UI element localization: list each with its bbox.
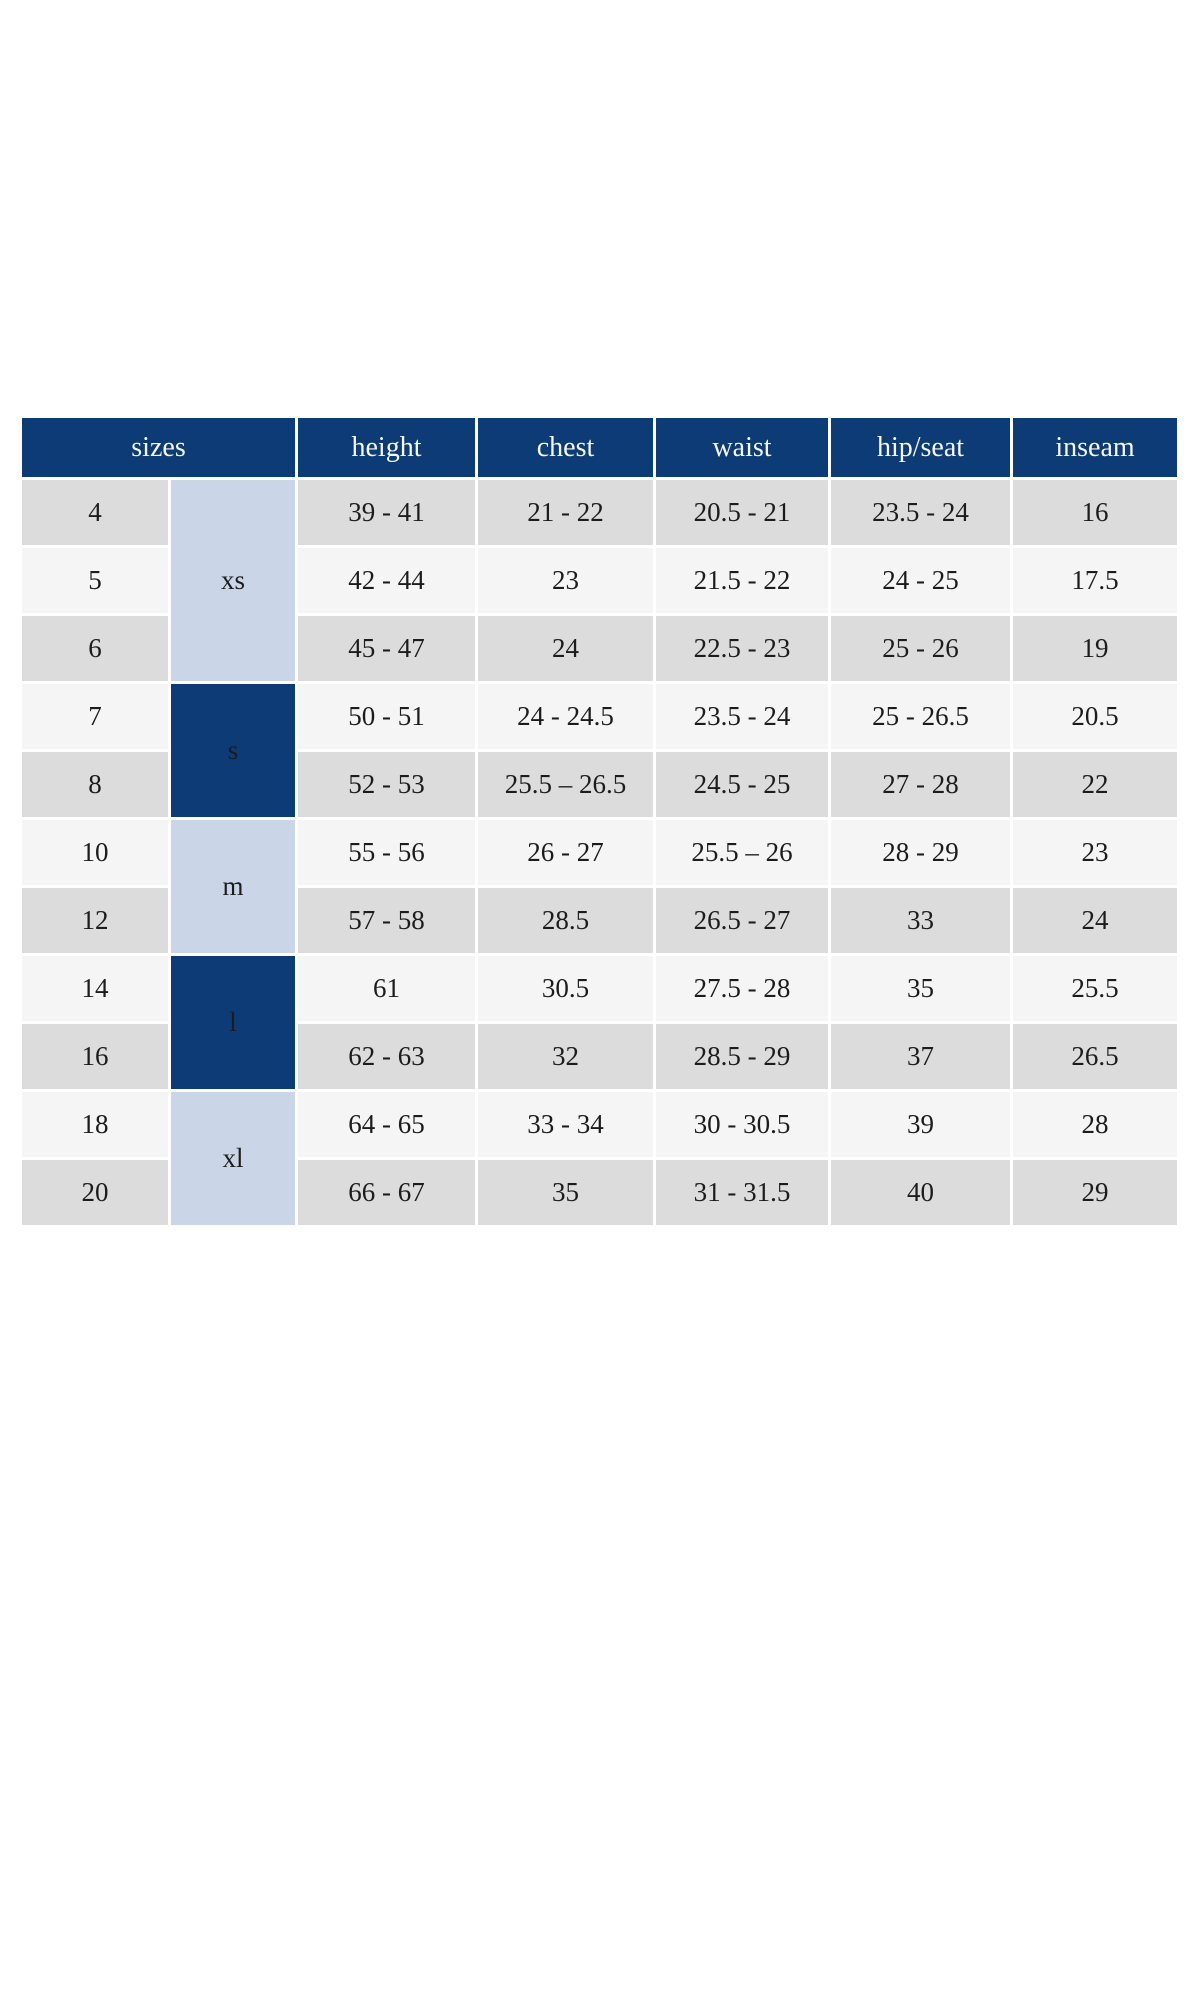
inseam-cell: 28 xyxy=(1013,1092,1177,1157)
group-cell-xs: xs xyxy=(171,480,295,681)
hip-seat-cell: 35 xyxy=(831,956,1010,1021)
waist-cell: 21.5 - 22 xyxy=(656,548,828,613)
hip-seat-cell: 39 xyxy=(831,1092,1010,1157)
waist-cell: 20.5 - 21 xyxy=(656,480,828,545)
group-cell-m: m xyxy=(171,820,295,953)
hip-seat-cell: 37 xyxy=(831,1024,1010,1089)
table-row: 7 s 50 - 51 24 - 24.5 23.5 - 24 25 - 26.… xyxy=(22,684,1177,817)
inseam-cell: 20.5 xyxy=(1013,684,1177,749)
hip-seat-cell: 40 xyxy=(831,1160,1010,1225)
group-cell-l: l xyxy=(171,956,295,1089)
hip-seat-cell: 28 - 29 xyxy=(831,820,1010,885)
height-cell: 50 - 51 xyxy=(298,684,475,749)
group-cell-s: s xyxy=(171,684,295,817)
hip-seat-cell: 25 - 26.5 xyxy=(831,684,1010,749)
size-cell: 8 xyxy=(22,752,168,817)
height-cell: 42 - 44 xyxy=(298,548,475,613)
chest-cell: 33 - 34 xyxy=(478,1092,653,1157)
waist-cell: 22.5 - 23 xyxy=(656,616,828,681)
inseam-cell: 25.5 xyxy=(1013,956,1177,1021)
chest-cell: 24 xyxy=(478,616,653,681)
size-cell: 18 xyxy=(22,1092,168,1157)
chest-cell: 35 xyxy=(478,1160,653,1225)
size-chart-table: sizes height chest waist hip/seat inseam… xyxy=(19,415,1180,1228)
table-row: 18 xl 64 - 65 33 - 34 30 - 30.5 39 28 xyxy=(22,1092,1177,1225)
col-header-waist: waist xyxy=(656,418,828,477)
waist-cell: 23.5 - 24 xyxy=(656,684,828,749)
waist-cell: 28.5 - 29 xyxy=(656,1024,828,1089)
size-cell: 10 xyxy=(22,820,168,885)
col-header-inseam: inseam xyxy=(1013,418,1177,477)
table-row: 12 57 - 58 28.5 26.5 - 27 33 24 xyxy=(22,888,1177,953)
chest-cell: 21 - 22 xyxy=(478,480,653,545)
hip-seat-cell: 23.5 - 24 xyxy=(831,480,1010,545)
table-row: 10 m 55 - 56 26 - 27 25.5 – 26 28 - 29 2… xyxy=(22,820,1177,953)
waist-cell: 30 - 30.5 xyxy=(656,1092,828,1157)
size-cell: 4 xyxy=(22,480,168,545)
chest-cell: 32 xyxy=(478,1024,653,1089)
size-cell: 16 xyxy=(22,1024,168,1089)
table-row: 6 45 - 47 24 22.5 - 23 25 - 26 19 xyxy=(22,616,1177,681)
size-cell: 5 xyxy=(22,548,168,613)
size-cell: 12 xyxy=(22,888,168,953)
height-cell: 66 - 67 xyxy=(298,1160,475,1225)
size-cell: 6 xyxy=(22,616,168,681)
table-row: 5 42 - 44 23 21.5 - 22 24 - 25 17.5 xyxy=(22,548,1177,613)
waist-cell: 24.5 - 25 xyxy=(656,752,828,817)
inseam-cell: 22 xyxy=(1013,752,1177,817)
group-cell-xl: xl xyxy=(171,1092,295,1225)
height-cell: 61 xyxy=(298,956,475,1021)
hip-seat-cell: 24 - 25 xyxy=(831,548,1010,613)
chest-cell: 25.5 – 26.5 xyxy=(478,752,653,817)
inseam-cell: 16 xyxy=(1013,480,1177,545)
table-row: 4 xs 39 - 41 21 - 22 20.5 - 21 23.5 - 24… xyxy=(22,480,1177,681)
inseam-cell: 17.5 xyxy=(1013,548,1177,613)
inseam-cell: 23 xyxy=(1013,820,1177,885)
waist-cell: 26.5 - 27 xyxy=(656,888,828,953)
height-cell: 64 - 65 xyxy=(298,1092,475,1157)
waist-cell: 25.5 – 26 xyxy=(656,820,828,885)
height-cell: 62 - 63 xyxy=(298,1024,475,1089)
size-cell: 7 xyxy=(22,684,168,749)
chest-cell: 26 - 27 xyxy=(478,820,653,885)
hip-seat-cell: 33 xyxy=(831,888,1010,953)
waist-cell: 31 - 31.5 xyxy=(656,1160,828,1225)
col-header-hip-seat: hip/seat xyxy=(831,418,1010,477)
height-cell: 45 - 47 xyxy=(298,616,475,681)
chest-cell: 30.5 xyxy=(478,956,653,1021)
col-header-sizes: sizes xyxy=(22,418,295,477)
col-header-chest: chest xyxy=(478,418,653,477)
table-row: 8 52 - 53 25.5 – 26.5 24.5 - 25 27 - 28 … xyxy=(22,752,1177,817)
height-cell: 52 - 53 xyxy=(298,752,475,817)
chest-cell: 24 - 24.5 xyxy=(478,684,653,749)
chest-cell: 23 xyxy=(478,548,653,613)
size-cell: 20 xyxy=(22,1160,168,1225)
height-cell: 39 - 41 xyxy=(298,480,475,545)
chest-cell: 28.5 xyxy=(478,888,653,953)
waist-cell: 27.5 - 28 xyxy=(656,956,828,1021)
table-row: 20 66 - 67 35 31 - 31.5 40 29 xyxy=(22,1160,1177,1225)
col-header-height: height xyxy=(298,418,475,477)
size-cell: 14 xyxy=(22,956,168,1021)
inseam-cell: 19 xyxy=(1013,616,1177,681)
table-row: 16 62 - 63 32 28.5 - 29 37 26.5 xyxy=(22,1024,1177,1089)
table-row: 14 l 61 30.5 27.5 - 28 35 25.5 xyxy=(22,956,1177,1089)
inseam-cell: 24 xyxy=(1013,888,1177,953)
hip-seat-cell: 27 - 28 xyxy=(831,752,1010,817)
inseam-cell: 26.5 xyxy=(1013,1024,1177,1089)
inseam-cell: 29 xyxy=(1013,1160,1177,1225)
header-row: sizes height chest waist hip/seat inseam xyxy=(22,418,1177,477)
height-cell: 55 - 56 xyxy=(298,820,475,885)
height-cell: 57 - 58 xyxy=(298,888,475,953)
hip-seat-cell: 25 - 26 xyxy=(831,616,1010,681)
